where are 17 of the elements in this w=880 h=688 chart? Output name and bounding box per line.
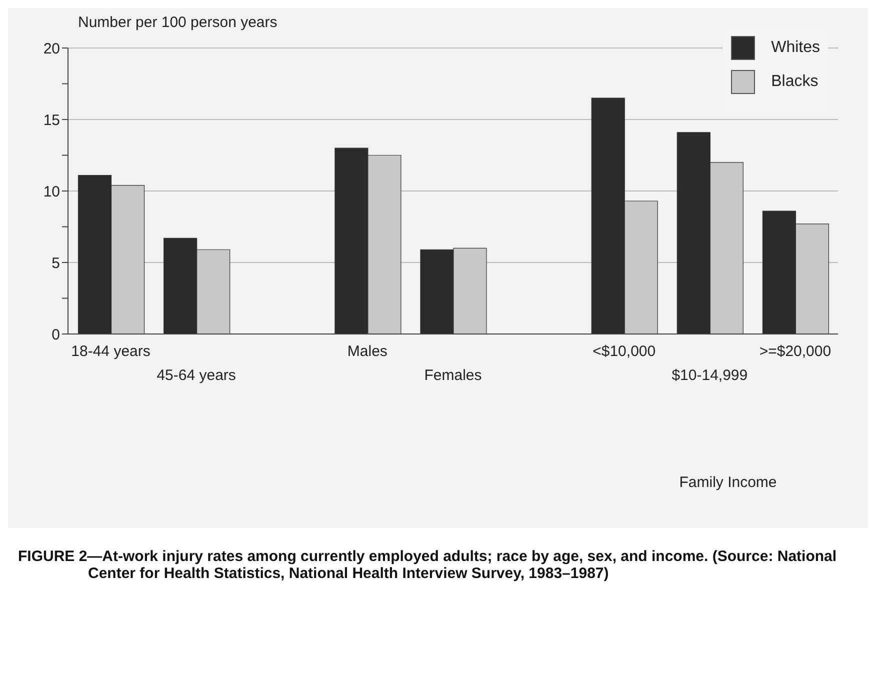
y-tick-label: 5 [52, 254, 60, 272]
legend-label: Whites [771, 39, 820, 57]
y-tick-label: 20 [43, 40, 60, 58]
y-tick-label: 0 [52, 326, 60, 344]
x-tick-label: <$10,000 [592, 343, 656, 360]
legend-label: Blacks [771, 73, 818, 91]
x-tick-label: $10-14,999 [672, 367, 748, 384]
x-tick-label: Males [347, 343, 388, 360]
x-tick-label: 45-64 years [156, 367, 236, 384]
y-tick-label: 10 [43, 183, 60, 200]
x-tick-label: >=$20,000 [759, 343, 832, 360]
x-tick-label: 18-44 years [71, 343, 150, 360]
text: FIGURE 2—At-work injury rates among currently employed adults; race by age, sex, and income. (Source: National Center for Health Statistics, National Health Interview Survey, 1983–1987) [8, 528, 868, 602]
y-axis-title: Number per 100 person years [78, 14, 278, 31]
text: Family Income [678, 474, 778, 491]
y-tick-label: 15 [43, 112, 60, 129]
x-tick-label: Females [424, 367, 482, 384]
